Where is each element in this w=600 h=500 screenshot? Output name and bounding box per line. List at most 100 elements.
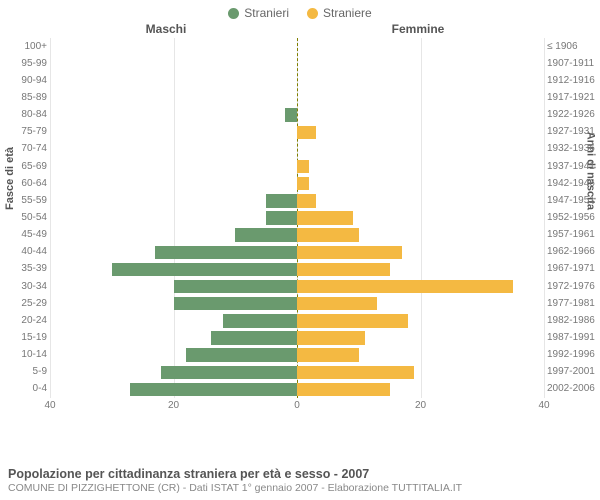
birth-year-label: 1992-1996	[544, 349, 595, 360]
birth-year-label: 1972-1976	[544, 281, 595, 292]
age-row	[50, 244, 544, 261]
age-label: 60-64	[21, 178, 50, 189]
age-row	[50, 175, 544, 192]
birth-year-label: 1932-1936	[544, 143, 595, 154]
legend-item-male: Stranieri	[228, 6, 289, 20]
bar-female	[297, 160, 309, 173]
age-label: 25-29	[21, 298, 50, 309]
birth-year-label: 1947-1951	[544, 195, 595, 206]
y-axis-title-left: Fasce di età	[4, 147, 16, 210]
birth-year-label: 1997-2001	[544, 366, 595, 377]
x-tick: 40	[538, 400, 549, 411]
chart-subtitle: COMUNE DI PIZZIGHETTONE (CR) - Dati ISTA…	[8, 482, 592, 494]
age-row	[50, 295, 544, 312]
age-label: 30-34	[21, 281, 50, 292]
birth-year-label: 1962-1966	[544, 246, 595, 257]
age-row	[50, 347, 544, 364]
legend: Stranieri Straniere	[0, 0, 600, 22]
bar-female	[297, 194, 316, 207]
bar-female	[297, 211, 353, 224]
age-row	[50, 141, 544, 158]
bar-male	[285, 108, 297, 121]
birth-year-label: 1917-1921	[544, 92, 595, 103]
swatch-female	[307, 8, 318, 19]
age-row	[50, 158, 544, 175]
bar-female	[297, 177, 309, 190]
bar-male	[266, 211, 297, 224]
chart-title: Popolazione per cittadinanza straniera p…	[8, 467, 592, 481]
column-headers: Maschi Femmine	[0, 22, 600, 36]
age-label: 15-19	[21, 332, 50, 343]
bar-male	[174, 280, 298, 293]
age-row	[50, 192, 544, 209]
chart-rows: 100+≤ 190695-991907-191190-941912-191685…	[50, 38, 544, 398]
swatch-male	[228, 8, 239, 19]
x-tick: 0	[294, 400, 300, 411]
legend-item-female: Straniere	[307, 6, 372, 20]
bar-female	[297, 314, 408, 327]
birth-year-label: 1967-1971	[544, 263, 595, 274]
age-row	[50, 72, 544, 89]
bar-female	[297, 228, 359, 241]
age-row	[50, 381, 544, 398]
birth-year-label: 2002-2006	[544, 383, 595, 394]
bar-male	[186, 348, 297, 361]
age-label: 45-49	[21, 229, 50, 240]
age-label: 100+	[24, 41, 50, 52]
birth-year-label: 1907-1911	[544, 58, 594, 69]
bar-male	[266, 194, 297, 207]
x-tick: 40	[44, 400, 55, 411]
bar-male	[112, 263, 297, 276]
age-label: 85-89	[21, 92, 50, 103]
bar-male	[174, 297, 298, 310]
bar-female	[297, 280, 513, 293]
age-label: 95-99	[21, 58, 50, 69]
birth-year-label: ≤ 1906	[544, 41, 578, 52]
age-row	[50, 278, 544, 295]
age-row	[50, 329, 544, 346]
age-label: 40-44	[21, 246, 50, 257]
x-tick: 20	[168, 400, 179, 411]
age-row	[50, 124, 544, 141]
birth-year-label: 1982-1986	[544, 315, 595, 326]
birth-year-label: 1977-1981	[544, 298, 595, 309]
birth-year-label: 1927-1931	[544, 126, 595, 137]
bar-male	[223, 314, 297, 327]
birth-year-label: 1937-1941	[544, 161, 595, 172]
age-label: 50-54	[21, 212, 50, 223]
age-row	[50, 89, 544, 106]
chart-footer: Popolazione per cittadinanza straniera p…	[8, 467, 592, 494]
x-tick: 20	[415, 400, 426, 411]
bar-female	[297, 366, 414, 379]
age-label: 0-4	[33, 383, 50, 394]
age-row	[50, 261, 544, 278]
age-row	[50, 227, 544, 244]
age-label: 80-84	[21, 109, 50, 120]
birth-year-label: 1912-1916	[544, 75, 595, 86]
header-female: Femmine	[292, 22, 600, 36]
bar-female	[297, 297, 377, 310]
age-label: 65-69	[21, 161, 50, 172]
bar-female	[297, 263, 390, 276]
bar-male	[161, 366, 297, 379]
age-label: 75-79	[21, 126, 50, 137]
bar-female	[297, 331, 365, 344]
age-row	[50, 55, 544, 72]
age-label: 35-39	[21, 263, 50, 274]
header-male: Maschi	[0, 22, 292, 36]
birth-year-label: 1922-1926	[544, 109, 595, 120]
birth-year-label: 1987-1991	[544, 332, 595, 343]
age-row	[50, 38, 544, 55]
legend-label-female: Straniere	[323, 6, 372, 20]
birth-year-label: 1952-1956	[544, 212, 595, 223]
bar-female	[297, 246, 402, 259]
age-row	[50, 364, 544, 381]
bar-female	[297, 348, 359, 361]
age-label: 20-24	[21, 315, 50, 326]
age-label: 5-9	[33, 366, 50, 377]
birth-year-label: 1942-1946	[544, 178, 595, 189]
legend-label-male: Stranieri	[244, 6, 289, 20]
age-label: 55-59	[21, 195, 50, 206]
bar-male	[211, 331, 297, 344]
age-row	[50, 107, 544, 124]
